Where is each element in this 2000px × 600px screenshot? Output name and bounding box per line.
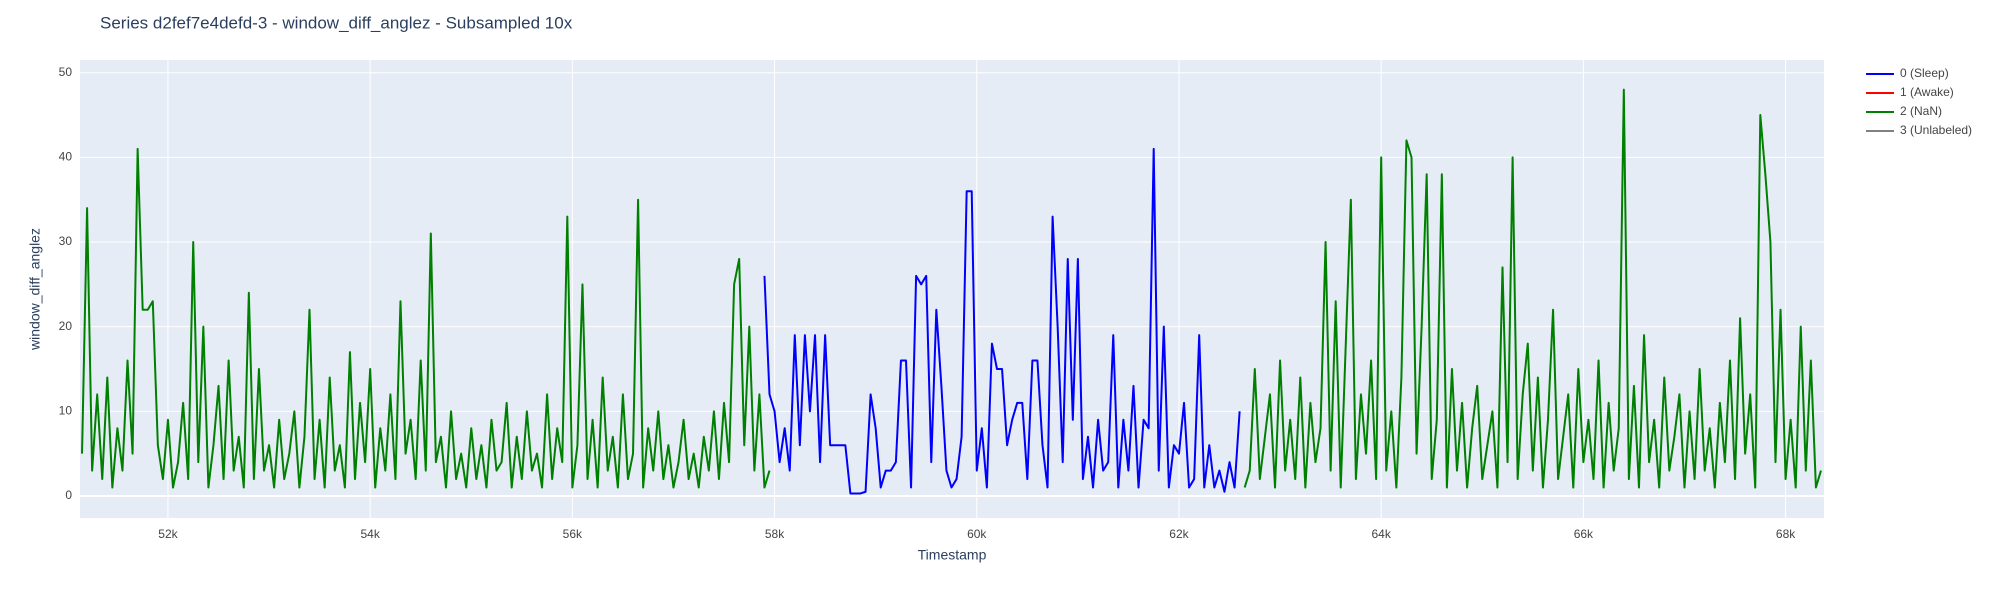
series-line <box>81 147 771 489</box>
x-tick-label: 54k <box>360 527 380 541</box>
y-tick-label: 0 <box>65 488 72 502</box>
series-line <box>763 147 1241 495</box>
plot-lines <box>81 88 1822 495</box>
x-tick-label: 56k <box>563 527 583 541</box>
grid <box>80 60 1824 518</box>
y-tick-label: 20 <box>59 319 73 333</box>
x-tick-label: 60k <box>967 527 987 541</box>
y-tick-label: 50 <box>59 65 73 79</box>
legend-label: 0 (Sleep) <box>1900 66 1949 80</box>
x-tick-label: 58k <box>765 527 785 541</box>
y-tick-label: 10 <box>59 404 73 418</box>
legend-label: 2 (NaN) <box>1900 104 1942 118</box>
y-axis-title: window_diff_anglez <box>27 228 43 351</box>
x-tick-label: 66k <box>1574 527 1594 541</box>
y-tick-label: 30 <box>59 234 73 248</box>
x-tick-label: 68k <box>1776 527 1796 541</box>
chart-title: Series d2fef7e4defd-3 - window_diff_angl… <box>100 13 573 32</box>
labels: 52k 54k 56k 58k 60k 62k 64k 66k 68k 0 10 20 30 40 50 0 … <box>59 65 1972 541</box>
x-axis-title: Timestamp <box>918 547 987 563</box>
x-tick-label: 52k <box>158 527 178 541</box>
x-tick-label: 64k <box>1371 527 1391 541</box>
y-tick-label: 40 <box>59 150 73 164</box>
legend-label: 1 (Awake) <box>1900 85 1954 99</box>
series-line <box>1243 88 1822 489</box>
legend-label: 3 (Unlabeled) <box>1900 123 1972 137</box>
x-tick-label: 62k <box>1169 527 1189 541</box>
plot-background <box>80 60 1824 518</box>
